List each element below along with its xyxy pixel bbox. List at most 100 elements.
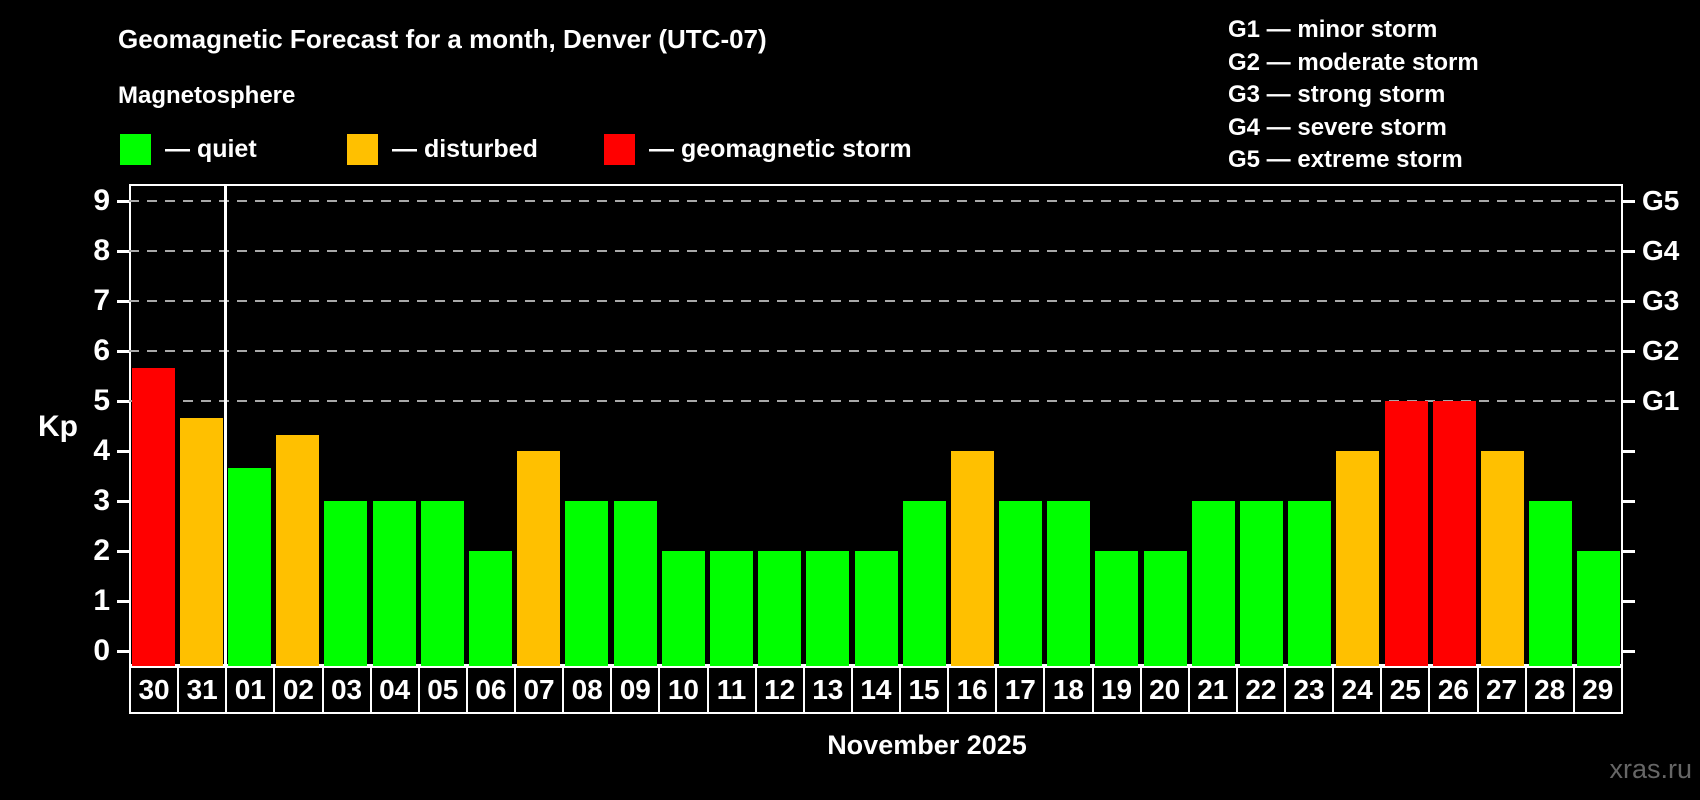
legend-swatch-disturbed <box>347 133 378 165</box>
g-label-G2: G2 <box>1642 335 1680 366</box>
plot-border-top <box>129 184 1623 186</box>
plot-area <box>117 184 1635 666</box>
magnetosphere-label: Magnetosphere <box>118 82 296 109</box>
bar-day-09 <box>613 501 657 666</box>
bar-day-22 <box>1240 501 1284 666</box>
bar-day-27 <box>1481 451 1525 666</box>
y-tick-left-4 <box>117 449 129 453</box>
date-cell-30: 30 <box>129 666 180 714</box>
date-cell-27: 27 <box>1476 666 1527 714</box>
y-tick-right-0 <box>1623 649 1635 653</box>
date-cell-21: 21 <box>1187 666 1238 714</box>
date-cell-08: 08 <box>562 666 613 714</box>
date-cell-07: 07 <box>514 666 565 714</box>
date-cell-13: 13 <box>802 666 853 714</box>
g-legend-line-3: G3 — strong storm <box>1228 81 1446 108</box>
g-label-G5: G5 <box>1642 185 1680 216</box>
y-tick-label-9: 9 <box>93 184 110 217</box>
month-separator-line <box>223 184 227 666</box>
y-tick-right-1 <box>1623 599 1635 603</box>
date-cell-24: 24 <box>1332 666 1383 714</box>
y-tick-right-7 <box>1623 299 1635 303</box>
y-tick-right-3 <box>1623 499 1635 503</box>
g-scale-legend: G1 — minor storm G2 — moderate storm G3 — … <box>1228 14 1479 177</box>
legend-swatch-quiet <box>120 133 151 165</box>
bar-day-16 <box>950 451 994 666</box>
date-cell-29: 29 <box>1572 666 1623 714</box>
bar-day-04 <box>372 501 416 666</box>
date-cell-23: 23 <box>1284 666 1335 714</box>
bar-day-15 <box>902 501 946 666</box>
bar-day-24 <box>1336 451 1380 666</box>
date-cell-16: 16 <box>947 666 998 714</box>
bar-day-05 <box>420 501 464 666</box>
y-tick-right-4 <box>1623 449 1635 453</box>
legend-item-storm: — geomagnetic storm <box>604 133 912 165</box>
bar-day-31 <box>179 417 223 666</box>
y-tick-label-6: 6 <box>93 334 110 367</box>
date-cell-20: 20 <box>1139 666 1190 714</box>
bar-day-26 <box>1432 401 1476 666</box>
g-legend-line-4: G4 — severe storm <box>1228 113 1447 141</box>
bar-day-07 <box>517 451 561 666</box>
bar-day-28 <box>1529 501 1573 666</box>
date-cell-14: 14 <box>850 666 901 714</box>
bar-day-23 <box>1288 501 1332 666</box>
y-tick-right-9 <box>1623 199 1635 203</box>
bar-day-17 <box>999 501 1043 666</box>
bar-day-11 <box>709 551 753 666</box>
bar-day-06 <box>468 551 512 666</box>
legend-label-quiet: — quiet <box>165 134 257 163</box>
bar-day-13 <box>806 551 850 666</box>
y-tick-label-0: 0 <box>93 634 110 667</box>
y-tick-label-4: 4 <box>93 434 110 467</box>
watermark: xras.ru <box>1609 754 1692 784</box>
y-tick-left-9 <box>117 199 129 203</box>
g-legend-line-1: G1 — minor storm <box>1228 16 1438 43</box>
y-axis-label: Kp <box>38 410 78 443</box>
bar-day-21 <box>1191 501 1235 666</box>
bar-day-19 <box>1095 551 1139 666</box>
date-cell-06: 06 <box>465 666 516 714</box>
y-tick-left-7 <box>117 299 129 303</box>
y-tick-left-5 <box>117 399 129 403</box>
y-tick-left-1 <box>117 599 129 603</box>
legend-label-storm: — geomagnetic storm <box>649 134 912 163</box>
bar-day-02 <box>276 434 320 666</box>
gridline-kp-5 <box>129 400 1623 402</box>
bar-day-10 <box>661 551 705 666</box>
y-tick-left-2 <box>117 549 129 553</box>
date-cell-17: 17 <box>995 666 1046 714</box>
bar-day-30 <box>131 367 175 666</box>
bar-day-29 <box>1577 551 1621 666</box>
legend-swatch-storm <box>604 133 635 165</box>
legend-label-disturbed: — disturbed <box>392 134 538 163</box>
chart-title: Geomagnetic Forecast for a month, Denver… <box>118 24 767 54</box>
bar-day-14 <box>854 551 898 666</box>
date-cell-05: 05 <box>417 666 468 714</box>
plot-border-left <box>129 184 131 666</box>
gridline-kp-8 <box>129 250 1623 252</box>
date-cell-02: 02 <box>273 666 324 714</box>
date-cell-25: 25 <box>1380 666 1431 714</box>
bar-day-18 <box>1047 501 1091 666</box>
gridline-kp-7 <box>129 300 1623 302</box>
y-tick-label-1: 1 <box>93 584 110 617</box>
gridline-kp-6 <box>129 350 1623 352</box>
y-tick-right-5 <box>1623 399 1635 403</box>
legend-item-quiet: — quiet <box>120 133 257 165</box>
gridline-kp-9 <box>129 200 1623 202</box>
date-cell-04: 04 <box>369 666 420 714</box>
date-cell-10: 10 <box>658 666 709 714</box>
y-tick-left-3 <box>117 499 129 503</box>
date-cell-09: 09 <box>610 666 661 714</box>
bar-day-01 <box>227 467 271 666</box>
date-cell-22: 22 <box>1235 666 1286 714</box>
y-tick-label-2: 2 <box>93 534 110 567</box>
date-cell-19: 19 <box>1091 666 1142 714</box>
date-cell-01: 01 <box>225 666 276 714</box>
date-cell-28: 28 <box>1524 666 1575 714</box>
y-tick-label-7: 7 <box>93 284 110 317</box>
g-legend-line-5: G5 — extreme storm <box>1228 146 1463 173</box>
date-cell-26: 26 <box>1428 666 1479 714</box>
